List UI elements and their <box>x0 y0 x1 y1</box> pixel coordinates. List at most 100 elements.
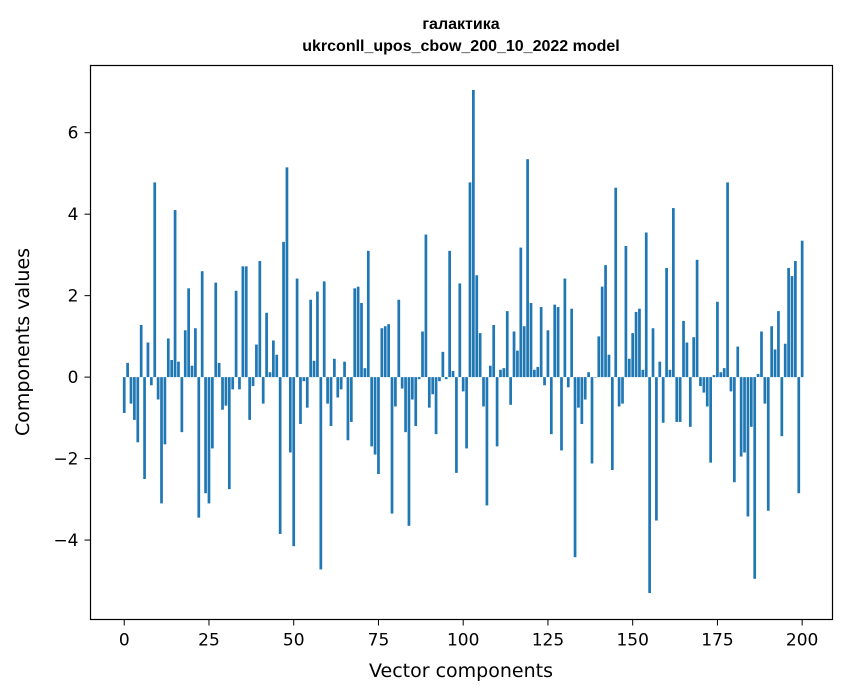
bar <box>583 377 587 400</box>
bar <box>383 326 387 378</box>
bar <box>610 377 614 471</box>
bar <box>285 167 289 378</box>
bar <box>665 267 668 378</box>
bar <box>556 307 560 378</box>
bar <box>570 308 574 378</box>
bar <box>122 377 126 413</box>
bar <box>238 377 241 390</box>
bar <box>553 304 557 378</box>
bar <box>438 377 441 382</box>
bar <box>339 377 343 390</box>
bar <box>485 377 489 506</box>
bar <box>763 377 767 404</box>
bar <box>492 324 496 378</box>
bar <box>780 377 784 437</box>
bar <box>380 328 384 378</box>
bar <box>180 377 184 433</box>
bar <box>563 278 567 378</box>
plot-frame <box>89 64 834 621</box>
bar <box>326 377 329 404</box>
bar <box>461 377 465 392</box>
y-tick-label: 0 <box>68 368 79 388</box>
bar <box>519 247 523 378</box>
bar <box>292 377 296 547</box>
bar <box>560 377 563 451</box>
bar <box>448 250 451 378</box>
bar <box>722 368 726 378</box>
bar <box>156 377 160 400</box>
bar-series <box>122 89 804 594</box>
bar <box>455 377 458 473</box>
bar <box>472 89 475 378</box>
bar <box>336 377 340 398</box>
bar <box>221 377 224 410</box>
bar <box>655 377 658 521</box>
bar <box>749 377 753 427</box>
bar <box>322 281 326 378</box>
y-axis-label: Components values <box>12 248 34 436</box>
bar <box>329 377 333 427</box>
bar <box>441 351 445 378</box>
bar <box>417 377 421 380</box>
bar <box>631 333 635 378</box>
bar <box>604 265 607 378</box>
bar <box>366 250 370 378</box>
bar <box>275 354 279 378</box>
bar <box>502 368 506 378</box>
bar <box>231 377 235 390</box>
bar <box>204 377 207 494</box>
x-tick-label: 25 <box>198 631 220 651</box>
bar <box>716 301 719 378</box>
bar <box>770 326 774 378</box>
bar <box>312 360 316 378</box>
bar <box>675 377 679 422</box>
bar <box>143 377 146 479</box>
bar <box>431 377 435 395</box>
bar <box>719 372 723 378</box>
bar <box>746 377 750 517</box>
x-axis-ticks: 0 25 50 75 100 125 150 175 200 <box>119 619 818 651</box>
bar <box>333 358 336 378</box>
bar <box>621 377 624 404</box>
bar <box>733 377 736 483</box>
bar <box>346 377 350 441</box>
bar <box>777 311 780 378</box>
y-axis-ticks: −4 −2 0 2 4 6 <box>53 124 91 551</box>
bar <box>302 377 306 382</box>
bar <box>529 302 533 378</box>
bar <box>153 182 157 378</box>
y-tick-label: −2 <box>53 450 78 470</box>
bar <box>617 377 621 407</box>
bar <box>526 159 529 378</box>
bar <box>600 286 604 378</box>
bar <box>265 312 268 378</box>
x-tick-label: 125 <box>532 631 564 651</box>
bar <box>217 362 221 378</box>
bar <box>549 377 553 435</box>
bar <box>685 342 689 378</box>
bar <box>607 354 611 378</box>
bar <box>499 369 502 378</box>
bar <box>427 377 431 408</box>
bar <box>244 266 248 378</box>
bar <box>373 377 377 455</box>
bar <box>627 358 631 378</box>
bar <box>261 377 265 404</box>
bar <box>634 311 638 378</box>
bar <box>387 324 390 378</box>
bar <box>424 234 428 378</box>
bar <box>404 377 407 433</box>
y-tick-label: −4 <box>53 531 78 551</box>
bar <box>234 290 238 378</box>
bar <box>136 377 140 443</box>
bar <box>790 276 794 378</box>
x-tick-label: 0 <box>119 631 130 651</box>
bar <box>512 331 516 378</box>
bar <box>729 377 733 392</box>
y-tick-label: 2 <box>68 287 79 307</box>
x-tick-label: 100 <box>447 631 479 651</box>
bar <box>146 342 150 378</box>
bar <box>251 377 255 387</box>
bar <box>661 377 665 423</box>
chart-title: галактика <box>422 16 499 33</box>
